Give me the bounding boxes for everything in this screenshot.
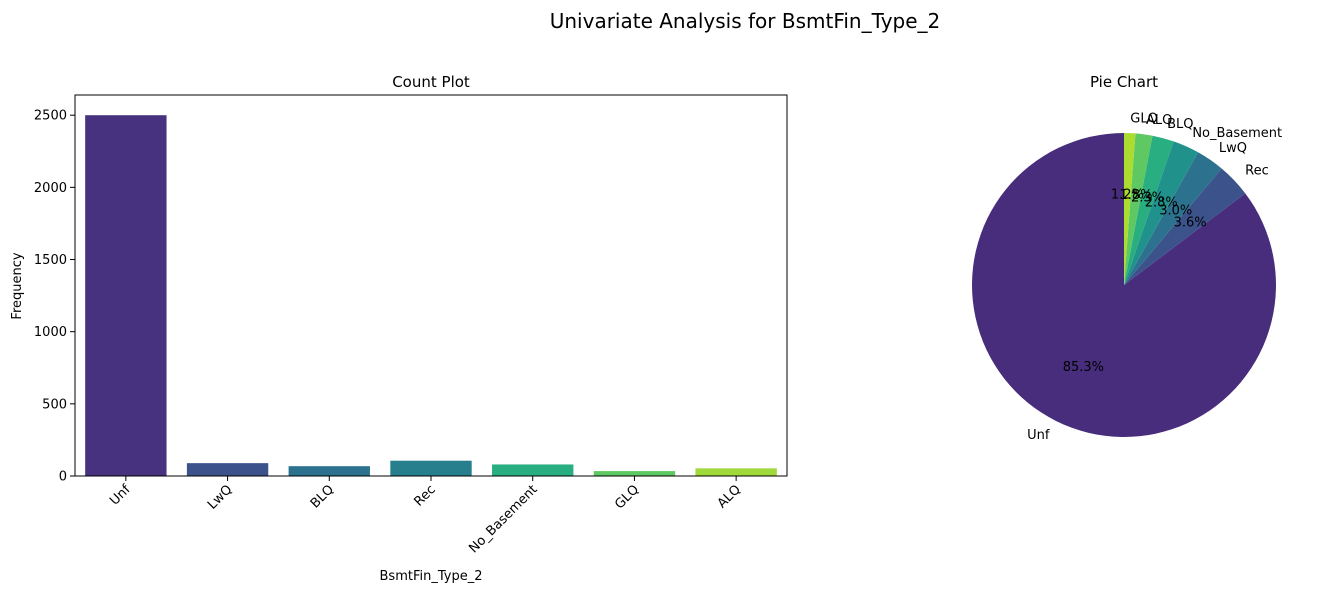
pie-slice-lwq (1124, 152, 1222, 285)
bar-blq (288, 466, 370, 476)
pie-percent-labels: 85.3% 3.6%3.0%2.8%2.3%1.8%1.2% (1063, 187, 1207, 375)
bar-rec (390, 460, 472, 476)
pie-label: BLQ (1167, 117, 1193, 132)
pie-label: No_Basement (1192, 126, 1282, 141)
pie-percent-label: 85.3% (1063, 360, 1104, 375)
pie-label: LwQ (1219, 141, 1247, 156)
pie-slice-alq (1124, 133, 1153, 285)
pie-percent-label: 2.8% (1145, 195, 1178, 210)
x-axis: Unf LwQ BLQ Rec No_Basement GLQ ALQ (107, 476, 744, 556)
pie-label: ALQ (1146, 113, 1172, 128)
y-axis-label: Frequency (10, 252, 25, 319)
y-tick-label: 1000 (34, 325, 67, 340)
pie-percent-label: 3.0% (1159, 203, 1192, 218)
pie-slice-glq (1124, 133, 1136, 285)
pie-slice-blq (1124, 135, 1174, 285)
pie-label: GLQ (1130, 111, 1158, 126)
y-tick-label: 0 (59, 470, 67, 485)
pie-percent-label: 1.8% (1119, 188, 1152, 203)
y-tick-label: 2500 (34, 109, 67, 124)
pie-percent-label: 3.6% (1174, 216, 1207, 231)
plot-frame (74, 94, 788, 477)
count-plot-title: Count Plot (392, 73, 470, 91)
y-tick-label: 1500 (34, 253, 67, 268)
bar-lwq (186, 463, 269, 476)
x-tick-label: GLQ (612, 482, 642, 512)
x-axis-label: BsmtFin_Type_2 (380, 569, 483, 584)
bar-alq (695, 468, 777, 476)
pie-percent-label: 2.3% (1131, 190, 1164, 205)
bars (85, 115, 777, 477)
figure-title: Univariate Analysis for BsmtFin_Type_2 (550, 9, 941, 33)
pie-slice-no-basement (1124, 141, 1199, 285)
pie-chart-title: Pie Chart (1090, 73, 1158, 91)
bar-glq (593, 471, 676, 476)
pie-label: Rec (1245, 163, 1269, 178)
y-axis: 0 500 1000 1500 2000 2500 (34, 109, 75, 485)
x-tick-label: BLQ (308, 482, 337, 511)
y-tick-label: 2000 (34, 181, 67, 196)
x-tick-label: Rec (412, 482, 439, 509)
pie-chart: Pie Chart UnfRecLwQNo_BasementBLQALQGLQ … (972, 73, 1282, 443)
x-tick-label: Unf (107, 482, 134, 509)
pie-percent-label: 1.2% (1111, 187, 1144, 202)
bar-no-basement (492, 464, 574, 476)
pie-slices (972, 133, 1276, 437)
bar-unf (85, 115, 167, 477)
x-tick-label: LwQ (205, 482, 235, 512)
y-tick-label: 500 (42, 397, 67, 412)
pie-slice-rec (1124, 168, 1246, 285)
count-plot: Count Plot 0 500 1000 1500 2000 2500 Unf LwQ BL… (10, 73, 788, 584)
pie-label: Unf (1027, 428, 1050, 443)
x-tick-label: ALQ (715, 482, 744, 511)
x-tick-label: No_Basement (466, 482, 540, 556)
